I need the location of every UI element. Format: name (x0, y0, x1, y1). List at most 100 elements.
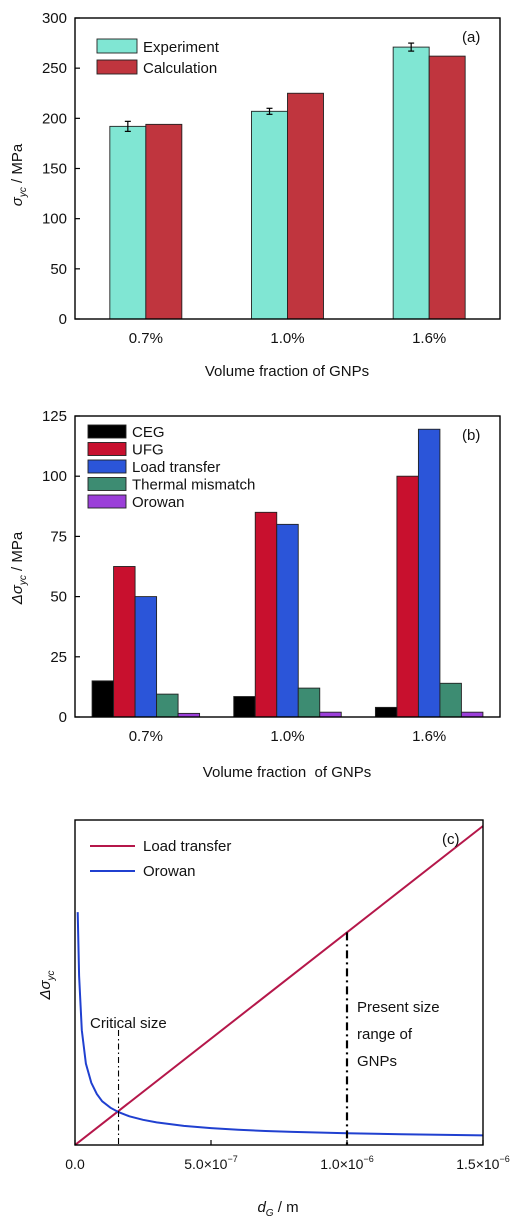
bar-load-transfer (417, 428, 441, 718)
panel-c-xlabel-sub: G (266, 1208, 274, 1219)
y-tick-label: 300 (42, 10, 67, 27)
y-tick-label: 50 (50, 261, 67, 278)
y-tick-label: 150 (42, 161, 67, 178)
panel-c-ylabel: Δσyc (37, 970, 57, 1000)
bar-experiment (109, 125, 147, 320)
legend-label: Load transfer (143, 838, 231, 855)
y-tick-label: 100 (42, 211, 67, 228)
x-tick-label: 0.7% (129, 728, 163, 745)
panel-b-xticks: 0.7% 1.0% 1.6% (129, 728, 447, 745)
panel-c-frame (74, 819, 484, 1146)
y-tick-label: 25 (50, 649, 67, 666)
legend-swatch (87, 424, 127, 439)
x-tick-label-base: 1.5×10 (456, 1156, 499, 1172)
panel-c-lines (74, 825, 484, 1146)
legend-swatch (87, 477, 127, 491)
x-tick-label: 0.7% (129, 330, 163, 347)
bar-ceg (91, 680, 115, 718)
bar-thermal-mismatch (439, 682, 462, 718)
x-tick-label: 1.0% (270, 728, 304, 745)
present-size-label: GNPs (357, 1053, 397, 1070)
legend-label: Orowan (143, 863, 196, 880)
x-tick-label-exponent: −7 (227, 1154, 237, 1164)
line-orowan (76, 912, 484, 1137)
bar-thermal-mismatch (297, 687, 321, 718)
x-tick-label: 1.6% (412, 330, 446, 347)
legend-swatch (87, 459, 127, 474)
x-tick-label: 0.0 (65, 1156, 85, 1172)
bar-thermal-mismatch (156, 693, 179, 718)
legend-label: Orowan (132, 494, 185, 511)
bar-orowan (319, 711, 342, 718)
bar-ceg (233, 696, 256, 718)
panel-c-xlabel-symbol: d (257, 1199, 266, 1216)
panel-a-yticks: 0 50 100 150 200 250 300 (42, 10, 80, 328)
panel-c-ylabel-sub: yc (46, 970, 57, 981)
x-tick-label: 1.5×10−6 (456, 1154, 509, 1172)
bar-ceg (374, 706, 398, 718)
bar-load-transfer (134, 596, 158, 718)
panel-a-frame (74, 17, 501, 320)
panel-b-ylabel-unit: / MPa (9, 531, 26, 575)
panel-a-ylabel-sub: yc (18, 187, 29, 198)
x-tick-label-exponent: −6 (499, 1154, 509, 1164)
legend-label: Calculation (143, 60, 217, 77)
y-tick-label: 100 (42, 468, 67, 485)
panel-a-ylabel: σyc / MPa (9, 143, 29, 206)
legend-swatch (96, 38, 138, 54)
bar-calculation (428, 55, 466, 320)
panel-a-legend: Experiment Calculation (96, 38, 220, 77)
panel-c-annotations: Critical size Present size range of GNPs (90, 932, 440, 1145)
legend-label: UFG (132, 442, 164, 459)
panel-c-xlabel-unit: / m (274, 1199, 299, 1216)
panel-a-bars (109, 42, 466, 320)
panel-b-frame (74, 415, 501, 718)
bar-ufg (254, 511, 278, 718)
legend-swatch (87, 494, 127, 509)
panel-b-ylabel-symbol: Δσ (9, 584, 26, 605)
y-tick-label: 250 (42, 60, 67, 77)
panel-b-xlabel: Volume fraction of GNPs (203, 764, 371, 781)
bar-experiment (251, 110, 288, 320)
panel-b-bars (91, 428, 484, 718)
x-tick-label-exponent: −6 (363, 1154, 373, 1164)
bar-experiment (392, 46, 430, 320)
y-tick-label: 0 (59, 709, 67, 726)
critical-size-label: Critical size (90, 1015, 167, 1032)
bar-calculation (145, 123, 183, 320)
y-tick-label: 75 (50, 528, 67, 545)
x-tick-label: 1.0×10−6 (320, 1154, 373, 1172)
bar-orowan (460, 711, 484, 718)
panel-a-label: (a) (462, 29, 480, 46)
legend-label: Load transfer (132, 459, 220, 476)
legend-label: CEG (132, 424, 165, 441)
y-tick-label: 125 (42, 408, 67, 425)
panel-c-xlabel: dG / m (257, 1199, 298, 1219)
legend-label: Experiment (143, 39, 220, 56)
panel-a-xticks: 0.7% 1.0% 1.6% (129, 330, 447, 347)
panel-b-ylabel: Δσyc / MPa (9, 531, 29, 605)
x-tick-label-base: 0.0 (65, 1156, 85, 1172)
x-tick-label: 1.0% (270, 330, 304, 347)
y-tick-label: 0 (59, 311, 67, 328)
panel-a-xlabel: Volume fraction of GNPs (205, 363, 369, 380)
panel-b-ylabel-sub: yc (18, 575, 29, 586)
panel-a-ylabel-symbol: σ (9, 196, 26, 206)
present-size-label: range of (357, 1026, 413, 1043)
panel-b-label: (b) (462, 427, 480, 444)
panel-a-ylabel-unit: / MPa (9, 143, 26, 187)
bar-calculation (287, 92, 324, 320)
y-tick-label: 50 (50, 589, 67, 606)
bar-load-transfer (276, 523, 299, 718)
line-load-transfer (74, 825, 484, 1146)
x-tick-label: 5.0×10−7 (184, 1154, 237, 1172)
panel-c: Critical size Present size range of GNPs (c… (37, 819, 510, 1219)
panel-c-label: (c) (442, 831, 460, 848)
x-tick-label: 1.6% (412, 728, 446, 745)
x-tick-label-base: 5.0×10 (184, 1156, 227, 1172)
present-size-label: Present size (357, 999, 440, 1016)
y-tick-label: 200 (42, 110, 67, 127)
legend-swatch (87, 442, 127, 456)
